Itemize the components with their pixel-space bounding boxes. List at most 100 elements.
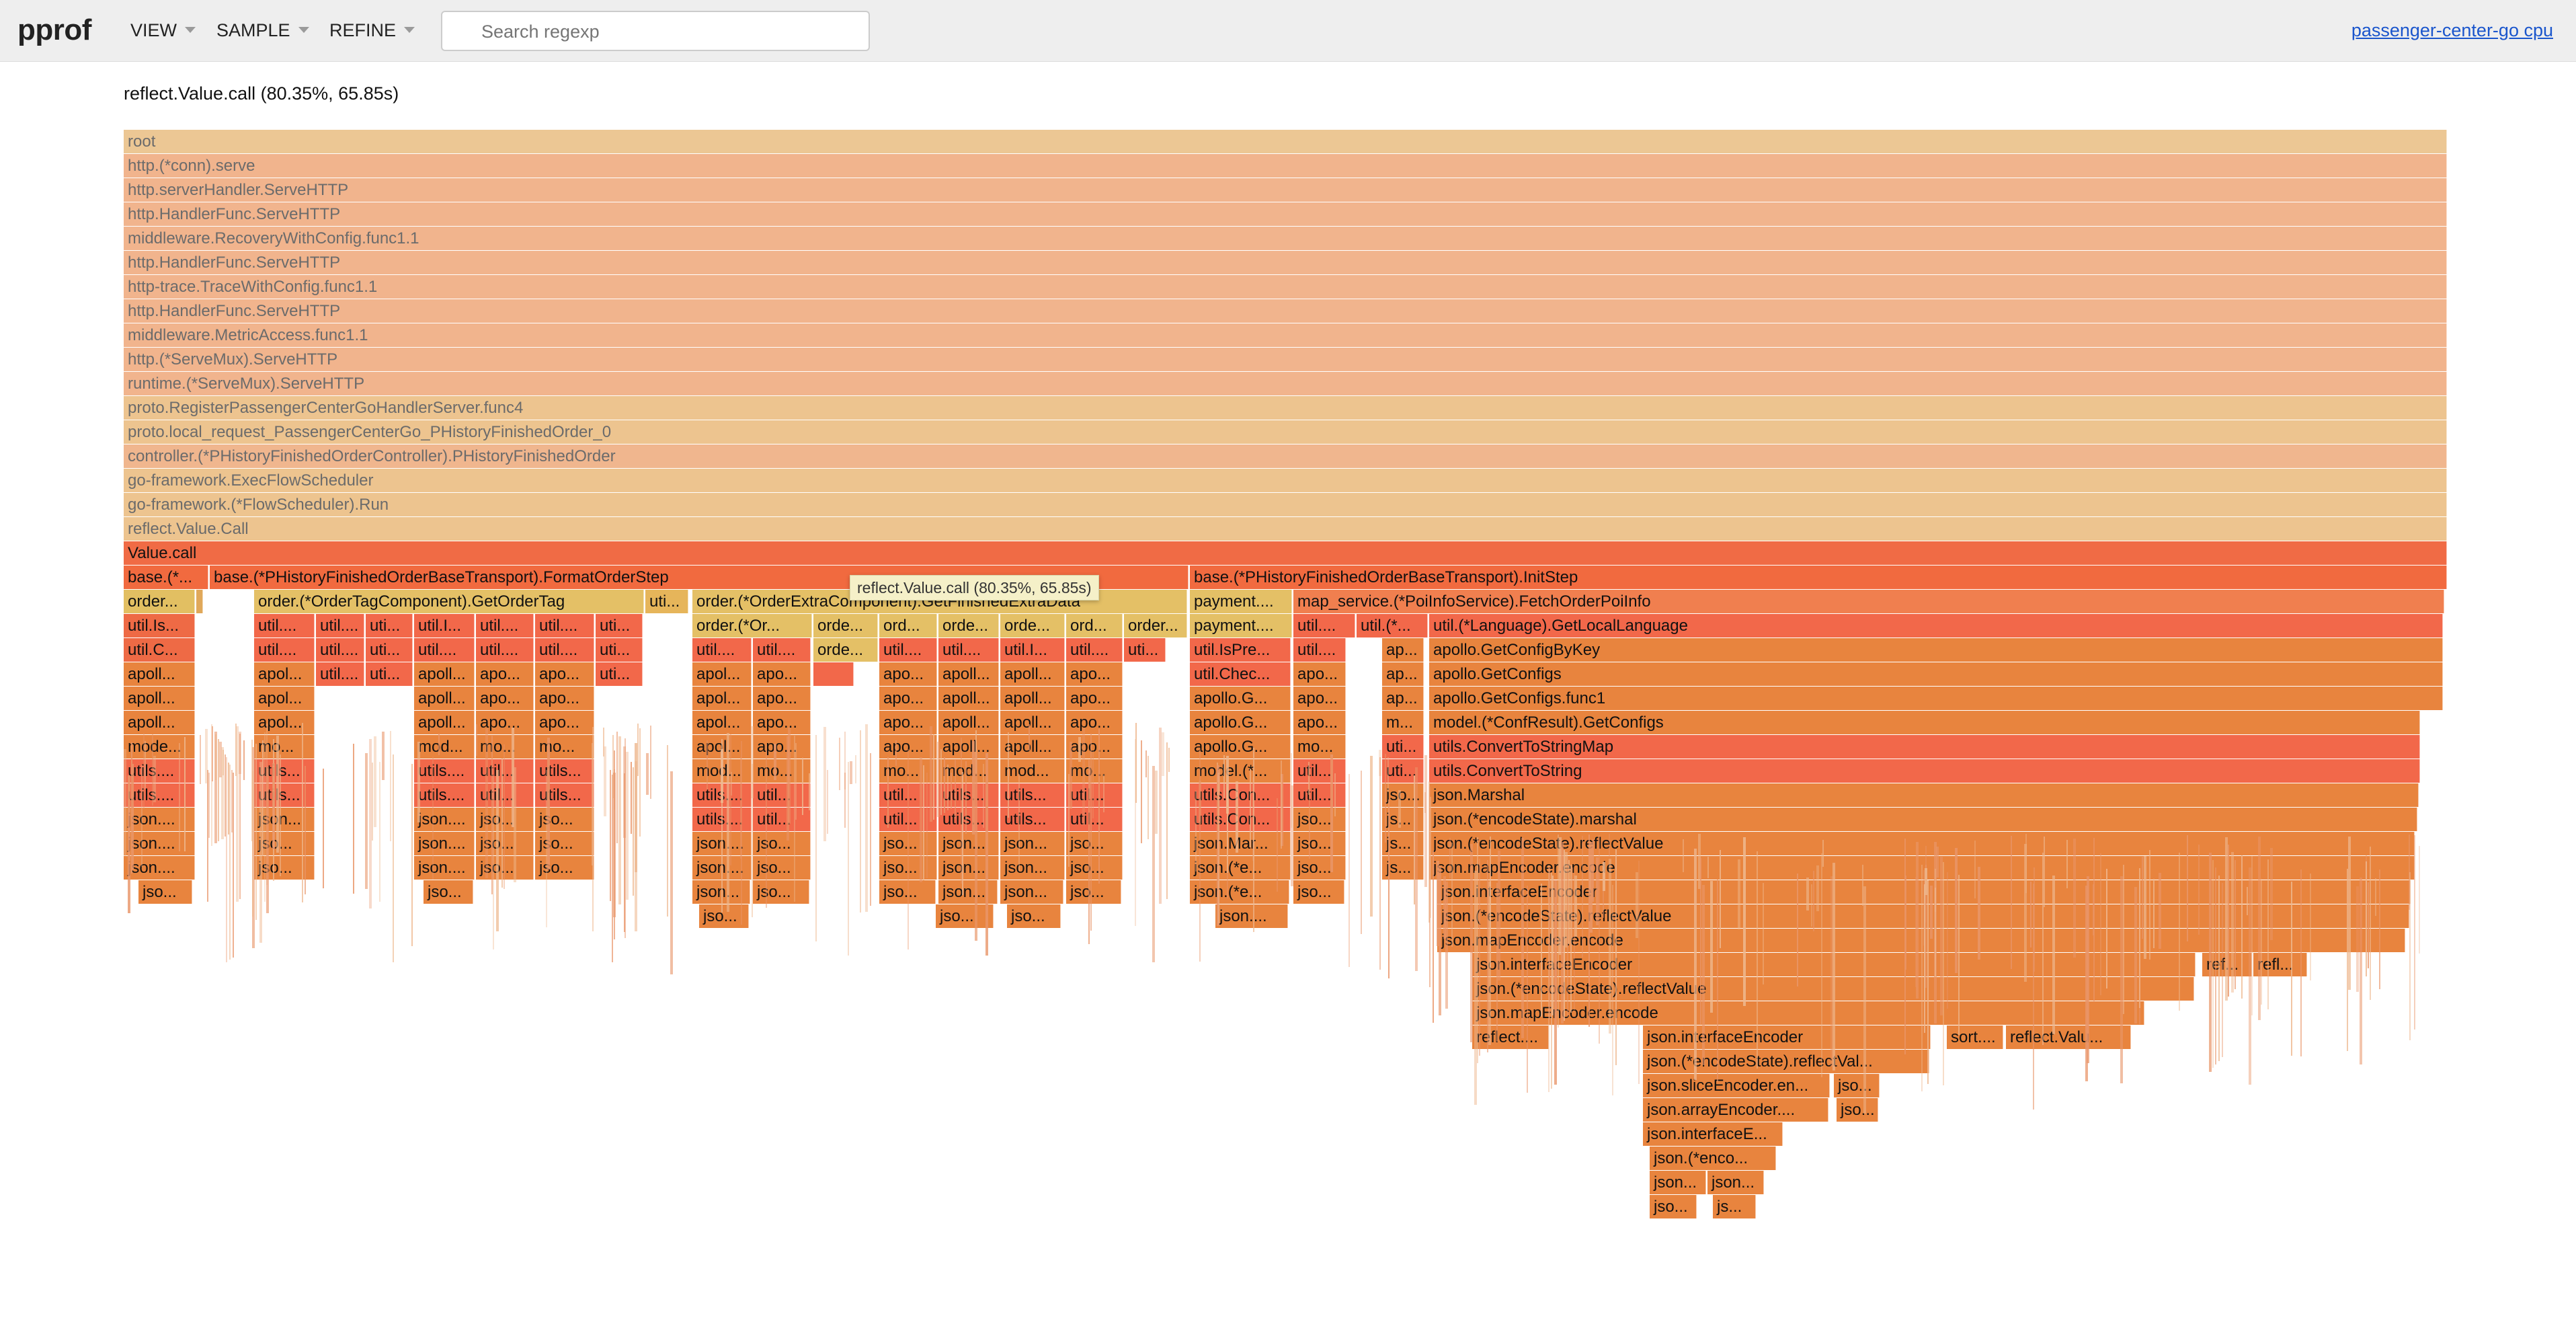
frame[interactable]: util.... <box>1066 638 1123 662</box>
frame[interactable]: util.... <box>1293 638 1346 662</box>
frame[interactable]: jso... <box>879 832 937 855</box>
frame[interactable]: jso... <box>535 808 594 831</box>
frame[interactable]: apo... <box>535 711 594 734</box>
frame[interactable]: utils... <box>535 759 594 783</box>
frame[interactable]: middleware.RecoveryWithConfig.func1.1 <box>124 227 2447 250</box>
frame[interactable]: jso... <box>753 856 811 880</box>
frame[interactable]: json.(*e... <box>1190 880 1289 904</box>
frame[interactable]: apo... <box>1066 687 1123 710</box>
frame[interactable]: json... <box>1000 880 1063 904</box>
frame[interactable]: apo... <box>535 687 594 710</box>
frame[interactable]: http.(*ServeMux).ServeHTTP <box>124 348 2447 371</box>
frame[interactable]: go-framework.(*FlowScheduler).Run <box>124 493 2447 516</box>
frame[interactable]: uti... <box>366 638 413 662</box>
frame[interactable]: jso... <box>699 904 749 928</box>
frame[interactable]: orde... <box>813 638 878 662</box>
frame[interactable]: apoll... <box>414 711 475 734</box>
frame[interactable]: apol... <box>692 662 752 686</box>
frame[interactable]: utils... <box>1000 783 1065 807</box>
frame[interactable]: util... <box>753 808 811 831</box>
pprof-logo[interactable]: pprof <box>17 13 91 46</box>
frame[interactable]: jso... <box>1293 856 1346 880</box>
frame[interactable]: utils.Con... <box>1190 808 1291 831</box>
frame[interactable]: http.HandlerFunc.ServeHTTP <box>124 202 2447 226</box>
frame[interactable]: payment.... <box>1190 614 1292 637</box>
frame[interactable]: apoll... <box>1000 687 1065 710</box>
frame[interactable]: utils.Con... <box>1190 783 1291 807</box>
frame[interactable]: reflect.... <box>1472 1025 1549 1049</box>
frame[interactable]: json.mapEncoder.encode <box>1472 1001 2144 1025</box>
frame[interactable]: json.(*encodeState).reflectValue <box>1429 832 2415 855</box>
frame[interactable]: jso... <box>476 856 534 880</box>
frame[interactable]: http.HandlerFunc.ServeHTTP <box>124 251 2447 274</box>
frame[interactable]: model.(*ConfResult).GetConfigs <box>1429 711 2420 734</box>
menu-sample[interactable]: SAMPLE <box>216 20 309 41</box>
frame[interactable]: utils.ConvertToStringMap <box>1429 735 2420 759</box>
frame[interactable]: jso... <box>1066 880 1121 904</box>
frame[interactable]: util.... <box>535 614 594 637</box>
frame[interactable]: uti... <box>1124 638 1166 662</box>
frame[interactable]: json.... <box>1215 904 1288 928</box>
frame[interactable]: mo... <box>1293 735 1346 759</box>
frame[interactable]: ord... <box>1066 614 1123 637</box>
frame[interactable]: apol... <box>254 711 315 734</box>
frame[interactable]: jso... <box>476 808 534 831</box>
frame[interactable]: json... <box>1000 832 1065 855</box>
frame[interactable]: jso... <box>535 832 594 855</box>
frame[interactable]: ap... <box>1382 662 1424 686</box>
frame[interactable]: apo... <box>476 687 534 710</box>
frame[interactable]: util... <box>879 783 937 807</box>
frame[interactable]: util.... <box>753 638 811 662</box>
frame[interactable]: apo... <box>1066 662 1123 686</box>
frame[interactable] <box>813 662 854 686</box>
frame[interactable]: uti... <box>645 590 688 613</box>
frame[interactable]: jso... <box>1650 1195 1697 1218</box>
frame[interactable]: json... <box>1707 1171 1764 1194</box>
frame[interactable]: order.(*OrderTagComponent).GetOrderTag <box>254 590 644 613</box>
frame-root[interactable]: root <box>124 130 2447 153</box>
frame[interactable]: uti... <box>1382 735 1424 759</box>
frame[interactable]: go-framework.ExecFlowScheduler <box>124 469 2447 492</box>
frame[interactable]: util... <box>476 783 534 807</box>
frame[interactable]: runtime.(*ServeMux).ServeHTTP <box>124 372 2447 395</box>
frame[interactable]: apo... <box>1066 711 1123 734</box>
frame[interactable]: util.... <box>879 638 937 662</box>
frame[interactable]: jso... <box>476 832 534 855</box>
frame[interactable]: json... <box>1000 856 1065 880</box>
frame[interactable]: jso... <box>1293 832 1346 855</box>
frame[interactable]: apoll... <box>124 687 195 710</box>
frame[interactable]: util.... <box>1293 614 1355 637</box>
frame[interactable]: jso... <box>1834 1074 1880 1097</box>
frame[interactable]: ap... <box>1382 687 1424 710</box>
frame[interactable]: util.... <box>316 638 364 662</box>
frame[interactable]: apo... <box>476 662 534 686</box>
frame[interactable]: uti... <box>366 614 413 637</box>
frame[interactable]: json... <box>938 832 999 855</box>
frame[interactable]: apoll... <box>938 687 999 710</box>
frame[interactable]: util... <box>879 808 937 831</box>
menu-view[interactable]: VIEW <box>130 20 196 41</box>
frame[interactable]: utils.... <box>124 783 195 807</box>
frame[interactable]: util.I... <box>1000 638 1065 662</box>
frame[interactable]: apo... <box>753 711 811 734</box>
frame[interactable]: orde... <box>1000 614 1065 637</box>
frame[interactable]: apoll... <box>1000 711 1065 734</box>
frame[interactable]: mod... <box>938 759 999 783</box>
frame[interactable]: json.interfaceEncoder <box>1643 1025 1931 1049</box>
frame[interactable]: apollo.G... <box>1190 687 1291 710</box>
frame[interactable]: apoll... <box>938 662 999 686</box>
frame[interactable]: json.... <box>414 832 475 855</box>
frame[interactable]: reflect.Valu... <box>2006 1025 2131 1049</box>
frame[interactable]: apo... <box>879 687 937 710</box>
frame[interactable]: m... <box>1382 711 1424 734</box>
frame[interactable]: util... <box>1293 783 1346 807</box>
frame[interactable]: json.sliceEncoder.en... <box>1643 1074 1830 1097</box>
frame[interactable]: apol... <box>692 687 752 710</box>
frame[interactable]: apo... <box>753 735 811 759</box>
frame[interactable]: jso... <box>753 880 809 904</box>
frame[interactable]: utils... <box>938 808 999 831</box>
frame[interactable]: order... <box>124 590 195 613</box>
frame[interactable]: apoll... <box>938 735 999 759</box>
frame[interactable]: mo... <box>879 759 937 783</box>
frame[interactable]: proto.RegisterPassengerCenterGoHandlerSe… <box>124 396 2447 420</box>
